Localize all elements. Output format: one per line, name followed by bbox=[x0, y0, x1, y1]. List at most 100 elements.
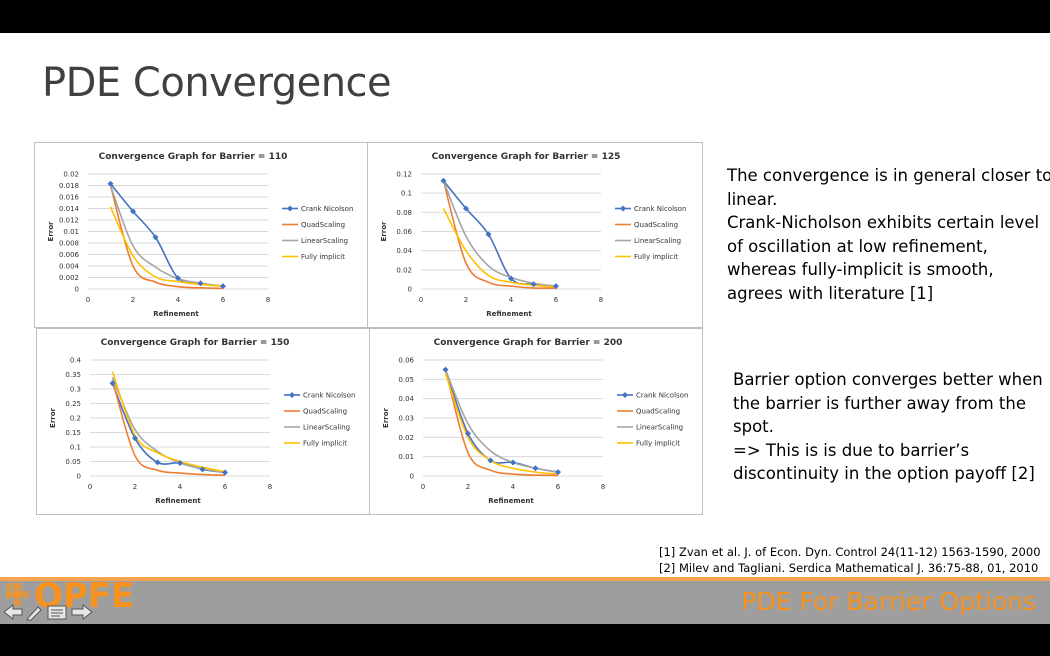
data-point bbox=[152, 234, 159, 241]
x-axis-label: Refinement bbox=[488, 497, 534, 505]
y-tick-label: 0 bbox=[408, 286, 412, 294]
x-tick-label: 6 bbox=[554, 296, 559, 304]
x-tick-label: 0 bbox=[86, 296, 90, 304]
legend-label: Fully implicit bbox=[301, 253, 345, 261]
y-tick-label: 0.1 bbox=[401, 190, 412, 198]
data-point bbox=[553, 283, 559, 290]
data-point bbox=[197, 280, 204, 287]
y-tick-label: 0.1 bbox=[70, 444, 81, 452]
y-tick-label: 0.12 bbox=[396, 171, 412, 179]
prev-slide-icon[interactable] bbox=[3, 603, 23, 621]
x-tick-label: 0 bbox=[421, 483, 425, 491]
next-slide-icon[interactable] bbox=[71, 603, 93, 621]
menu-icon[interactable] bbox=[47, 605, 67, 620]
y-axis-label: Error bbox=[49, 407, 57, 427]
chart-barrier-110: Convergence Graph for Barrier = 110 0 0.00… bbox=[34, 142, 368, 328]
series-line bbox=[111, 371, 226, 473]
y-tick-label: 0.006 bbox=[59, 251, 80, 259]
y-tick-label: 0.04 bbox=[396, 247, 412, 255]
x-tick-label: 0 bbox=[419, 296, 423, 304]
data-point bbox=[177, 459, 183, 466]
y-tick-label: 0.03 bbox=[398, 415, 414, 423]
y-tick-label: 0 bbox=[75, 286, 79, 294]
data-point bbox=[465, 430, 471, 437]
x-tick-label: 6 bbox=[221, 296, 226, 304]
x-tick-label: 4 bbox=[509, 296, 514, 304]
data-point bbox=[107, 180, 114, 187]
text-line: spot. bbox=[733, 417, 774, 436]
x-tick-label: 4 bbox=[178, 483, 183, 491]
text-line: the barrier is further away from the bbox=[733, 393, 1026, 413]
data-point bbox=[175, 275, 181, 282]
legend-label: QuadScaling bbox=[301, 221, 345, 229]
y-tick-label: 0.08 bbox=[396, 209, 412, 217]
x-tick-label: 2 bbox=[133, 483, 137, 491]
text-block-barrier: Barrier option converges better when the… bbox=[733, 368, 1043, 486]
x-tick-label: 8 bbox=[599, 296, 603, 304]
pen-icon[interactable] bbox=[26, 606, 42, 621]
chart-svg: Convergence Graph for Barrier = 110 0 0.00… bbox=[47, 152, 353, 318]
text-line: of oscillation at low refinement, bbox=[727, 236, 988, 256]
data-point bbox=[199, 466, 206, 473]
y-tick-label: 0 bbox=[77, 473, 81, 481]
y-tick-label: 0.06 bbox=[396, 228, 412, 236]
data-point bbox=[220, 283, 226, 290]
data-point bbox=[109, 380, 116, 387]
data-point bbox=[440, 177, 447, 184]
legend-label: Crank Nicolson bbox=[634, 205, 686, 213]
data-point bbox=[487, 457, 494, 464]
y-axis-label: Error bbox=[47, 221, 55, 241]
x-tick-label: 2 bbox=[466, 483, 470, 491]
chart-barrier-150: Convergence Graph for Barrier = 150 0 0.05… bbox=[36, 328, 370, 515]
data-point bbox=[555, 469, 561, 476]
y-tick-label: 0.018 bbox=[59, 182, 79, 190]
y-tick-label: 0.014 bbox=[59, 205, 80, 213]
text-line: agrees with literature [1] bbox=[727, 283, 934, 303]
series-line bbox=[109, 185, 224, 287]
y-tick-label: 0.008 bbox=[59, 240, 79, 248]
y-tick-label: 0.25 bbox=[65, 400, 81, 408]
legend-marker bbox=[622, 392, 628, 398]
y-axis-label: Error bbox=[382, 407, 390, 427]
data-point bbox=[132, 435, 138, 442]
legend-label: Crank Nicolson bbox=[301, 205, 353, 213]
y-tick-label: 0.3 bbox=[70, 386, 81, 394]
chart-barrier-200: Convergence Graph for Barrier = 200 0 0.01… bbox=[369, 328, 703, 515]
series-line bbox=[111, 380, 226, 476]
legend-label: LinearScaling bbox=[303, 424, 350, 432]
y-tick-label: 0.012 bbox=[59, 217, 79, 225]
y-tick-label: 0.002 bbox=[59, 274, 79, 282]
text-line: whereas fully-implicit is smooth, bbox=[727, 260, 994, 279]
x-tick-label: 8 bbox=[266, 296, 270, 304]
references: [1] Zvan et al. J. of Econ. Dyn. Control… bbox=[659, 544, 1041, 576]
x-tick-label: 8 bbox=[268, 483, 272, 491]
legend-marker bbox=[289, 392, 295, 398]
footer-accent-line bbox=[0, 577, 1050, 581]
x-tick-label: 4 bbox=[511, 483, 516, 491]
y-tick-label: 0.016 bbox=[59, 194, 80, 202]
y-tick-label: 0.004 bbox=[59, 263, 80, 271]
legend-label: LinearScaling bbox=[634, 237, 681, 245]
y-tick-label: 0.01 bbox=[63, 228, 79, 236]
x-axis-label: Refinement bbox=[486, 310, 532, 318]
x-tick-label: 6 bbox=[556, 483, 561, 491]
y-tick-label: 0.06 bbox=[398, 357, 414, 365]
footer-bar: OPFE PDE Fo bbox=[0, 576, 1050, 624]
series-line bbox=[109, 206, 224, 287]
reference-item: [1] Zvan et al. J. of Econ. Dyn. Control… bbox=[659, 545, 1041, 559]
text-line: Barrier option converges better when bbox=[733, 370, 1043, 389]
text-line: => This is is due to barrier’s bbox=[733, 440, 970, 460]
slide: PDE Convergence Convergence Graph for Ba… bbox=[0, 33, 1050, 624]
data-point bbox=[222, 469, 228, 476]
legend-label: Crank Nicolson bbox=[636, 392, 688, 400]
legend-label: Fully implicit bbox=[636, 440, 680, 448]
legend-label: QuadScaling bbox=[303, 408, 347, 416]
series-line bbox=[109, 185, 224, 290]
chart-title: Convergence Graph for Barrier = 125 bbox=[432, 152, 621, 162]
chart-svg: Convergence Graph for Barrier = 150 0 0.05… bbox=[49, 338, 355, 505]
x-axis-label: Refinement bbox=[155, 497, 201, 505]
text-line: Crank-Nicholson exhibits certain level bbox=[727, 213, 1040, 232]
legend-label: LinearScaling bbox=[636, 424, 683, 432]
slide-title: PDE Convergence bbox=[42, 60, 392, 106]
y-tick-label: 0 bbox=[410, 473, 414, 481]
